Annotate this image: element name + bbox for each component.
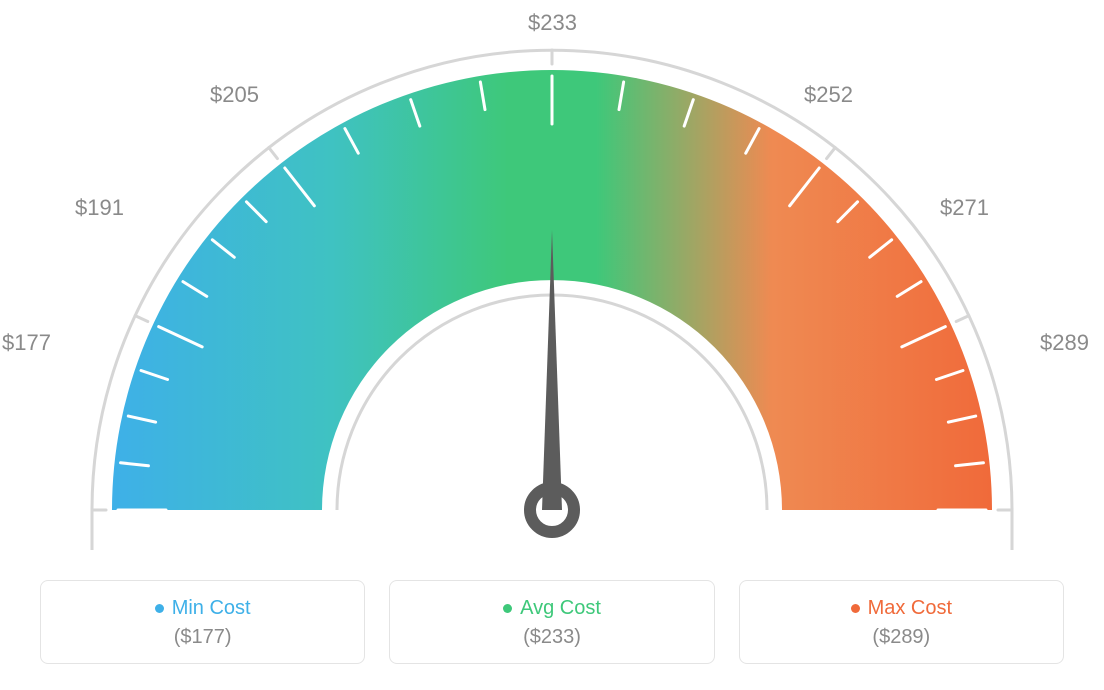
gauge-tick-label: $289 xyxy=(1040,330,1089,356)
min-cost-title: Min Cost xyxy=(155,597,251,620)
gauge-tick-label: $233 xyxy=(528,10,577,36)
min-cost-card: Min Cost ($177) xyxy=(40,580,365,664)
max-cost-title: Max Cost xyxy=(851,597,952,620)
dot-icon xyxy=(503,604,512,613)
gauge-tick-label: $191 xyxy=(75,195,124,221)
dot-icon xyxy=(155,604,164,613)
max-cost-card: Max Cost ($289) xyxy=(739,580,1064,664)
gauge-tick-label: $252 xyxy=(804,82,853,108)
gauge-tick-label: $177 xyxy=(2,330,51,356)
avg-cost-value: ($233) xyxy=(390,626,713,649)
min-cost-value: ($177) xyxy=(41,626,364,649)
gauge-svg xyxy=(0,0,1104,560)
avg-cost-card: Avg Cost ($233) xyxy=(389,580,714,664)
avg-cost-title: Avg Cost xyxy=(503,597,601,620)
max-cost-value: ($289) xyxy=(740,626,1063,649)
gauge-tick-label: $271 xyxy=(940,195,989,221)
summary-cards: Min Cost ($177) Avg Cost ($233) Max Cost… xyxy=(40,580,1064,664)
cost-gauge: $177 $191 $205 $233 $252 $271 $289 xyxy=(0,0,1104,560)
gauge-tick-label: $205 xyxy=(210,82,259,108)
min-cost-label: Min Cost xyxy=(172,597,251,620)
max-cost-label: Max Cost xyxy=(868,597,952,620)
avg-cost-label: Avg Cost xyxy=(520,597,601,620)
dot-icon xyxy=(851,604,860,613)
